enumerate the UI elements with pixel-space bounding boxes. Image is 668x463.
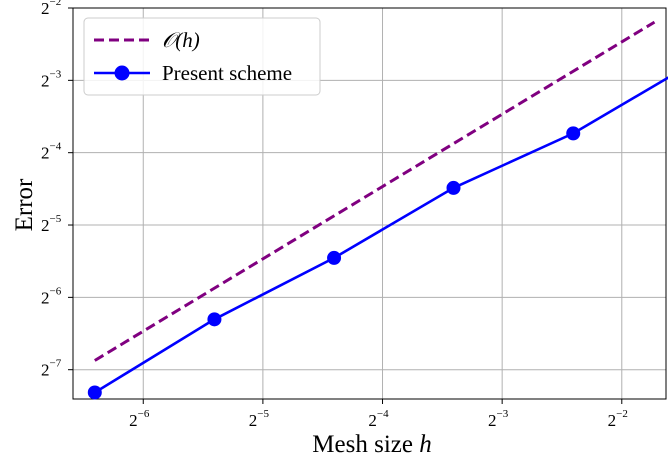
y-tick-label: 2−7 (41, 358, 62, 380)
x-tick-label: 2−2 (608, 408, 628, 430)
x-tick-label: 2−3 (488, 408, 509, 430)
series-line-ref-line (94, 20, 656, 362)
x-tick-label: 2−5 (249, 408, 270, 430)
ticks: 2−6 2−5 2−4 2−3 2−2 2−7 2−6 2−5 2−4 2−3 2−2 (41, 0, 628, 430)
x-axis-label: Mesh size h (312, 431, 431, 458)
legend-marker-present-scheme (114, 65, 130, 81)
y-axis-label: Error (11, 178, 38, 231)
series-line-present-scheme (94, 76, 668, 394)
legend-box (83, 17, 321, 96)
series (87, 20, 668, 400)
data-point (87, 385, 102, 400)
data-point (327, 250, 342, 265)
y-tick-label: 2−5 (41, 213, 62, 235)
data-point (446, 180, 461, 195)
data-point (566, 126, 581, 141)
legend-label-ref-line: 𝒪(h) (162, 28, 200, 52)
y-tick-label: 2−4 (41, 141, 62, 163)
data-point (207, 312, 222, 327)
x-tick-label: 2−6 (129, 408, 150, 430)
legend-label-present-scheme: Present scheme (162, 61, 292, 85)
y-tick-label: 2−2 (41, 0, 61, 18)
x-tick-label: 2−4 (368, 408, 389, 430)
y-tick-label: 2−6 (41, 285, 62, 307)
legend: 𝒪(h) Present scheme (83, 17, 321, 96)
plot-frame (72, 7, 667, 400)
y-tick-label: 2−3 (41, 68, 62, 90)
